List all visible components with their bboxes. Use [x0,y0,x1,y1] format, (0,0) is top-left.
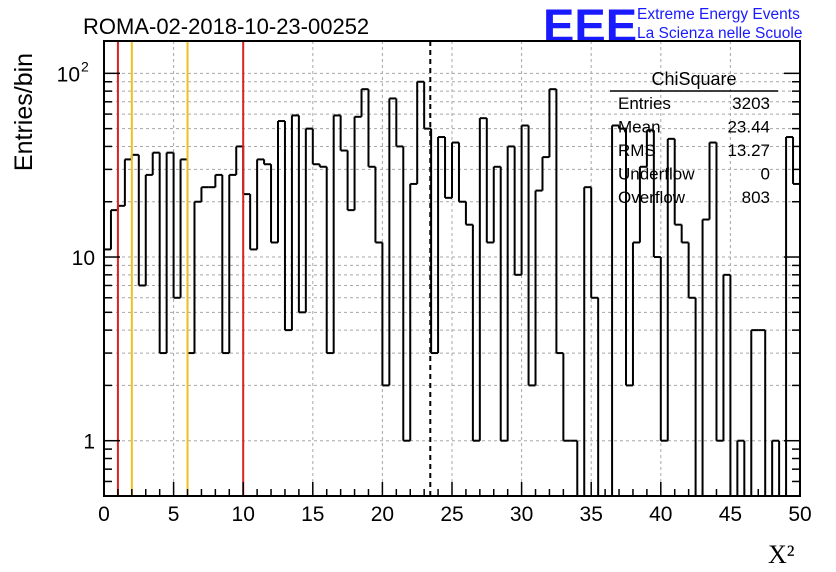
x-tick-label: 40 [649,503,672,526]
x-tick-label: 30 [510,503,533,526]
x-tick-label: 20 [371,503,394,526]
stats-title: ChiSquare [651,69,736,89]
stats-box: ChiSquare Entries 3203 Mean 23.44 RMS 13.27 Un… [610,69,778,207]
reference-lines [116,41,432,496]
x-tick-label: 0 [98,503,110,526]
y-tick-label: 1 [83,431,95,454]
eee-logo: EEE Extreme Energy Events La Scienza nel… [543,0,802,52]
x-tick-label: 15 [301,503,324,526]
stats-label: Mean [618,118,661,137]
stats-value: 803 [742,188,770,207]
y-tick-label: 10 [57,63,80,86]
x-tick-label: 35 [580,503,603,526]
y-tick-label: 10 [72,247,95,270]
y-tick-label-exponent: 2 [81,58,89,74]
x-tick-label: 5 [168,503,180,526]
x-tick-label: 25 [440,503,463,526]
x-tick-label: 45 [719,503,742,526]
stats-label: Overflow [618,188,686,207]
y-axis-title: Entries/bin [10,53,38,171]
logo-line-1: Extreme Energy Events [637,6,800,23]
x-axis: 0 5 10 15 20 25 30 35 40 45 50 [98,482,812,526]
x-tick-label: 10 [232,503,255,526]
stats-value: 3203 [732,94,770,113]
stats-value: 23.44 [727,118,770,137]
x-tick-label: 50 [788,503,811,526]
x-axis-title: X² [768,540,795,569]
logo-mark: EEE [543,0,637,52]
stats-label: Underflow [618,165,695,184]
stats-label: RMS [618,141,656,160]
plot-title: ROMA-02-2018-10-23-00252 [83,14,369,39]
stats-label: Entries [618,94,671,113]
histogram-bars [104,80,800,496]
stats-value: 0 [761,165,770,184]
stats-value: 13.27 [727,141,770,160]
logo-line-2: La Scienza nelle Scuole [637,25,802,42]
grid-lines [104,41,800,496]
